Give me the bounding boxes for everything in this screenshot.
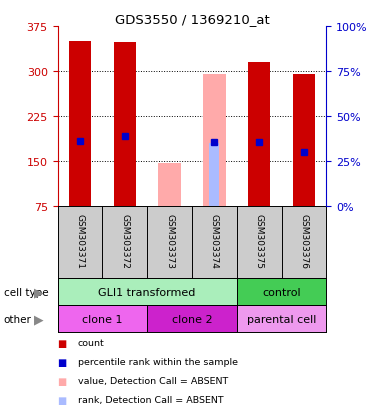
- Text: other: other: [4, 314, 32, 324]
- Text: rank, Detection Call = ABSENT: rank, Detection Call = ABSENT: [78, 395, 224, 404]
- Bar: [293, 75, 315, 206]
- Text: clone 1: clone 1: [82, 314, 122, 324]
- Text: ▶: ▶: [34, 286, 44, 299]
- Bar: [209, 144, 220, 206]
- Bar: [237, 279, 326, 306]
- Text: percentile rank within the sample: percentile rank within the sample: [78, 357, 238, 366]
- Text: ■: ■: [58, 338, 67, 348]
- Bar: [147, 306, 237, 332]
- Text: GLI1 transformed: GLI1 transformed: [98, 287, 196, 297]
- Bar: [58, 306, 147, 332]
- Bar: [203, 75, 226, 206]
- Text: GSM303376: GSM303376: [299, 214, 309, 268]
- Text: value, Detection Call = ABSENT: value, Detection Call = ABSENT: [78, 376, 228, 385]
- Text: ■: ■: [58, 395, 67, 405]
- Bar: [69, 42, 91, 206]
- Text: GSM303371: GSM303371: [75, 214, 85, 268]
- Text: GSM303373: GSM303373: [165, 214, 174, 268]
- Text: clone 2: clone 2: [172, 314, 212, 324]
- Bar: [58, 279, 237, 306]
- Title: GDS3550 / 1369210_at: GDS3550 / 1369210_at: [115, 13, 269, 26]
- Text: GSM303372: GSM303372: [120, 214, 129, 268]
- Text: control: control: [262, 287, 301, 297]
- Text: ▶: ▶: [34, 313, 44, 325]
- Bar: [248, 63, 270, 206]
- Text: parental cell: parental cell: [247, 314, 316, 324]
- Text: GSM303375: GSM303375: [255, 214, 264, 268]
- Text: GSM303374: GSM303374: [210, 214, 219, 268]
- Bar: [158, 164, 181, 206]
- Text: ■: ■: [58, 357, 67, 367]
- Text: ■: ■: [58, 376, 67, 386]
- Bar: [114, 43, 136, 206]
- Text: cell type: cell type: [4, 287, 48, 297]
- Text: count: count: [78, 338, 105, 347]
- Bar: [237, 306, 326, 332]
